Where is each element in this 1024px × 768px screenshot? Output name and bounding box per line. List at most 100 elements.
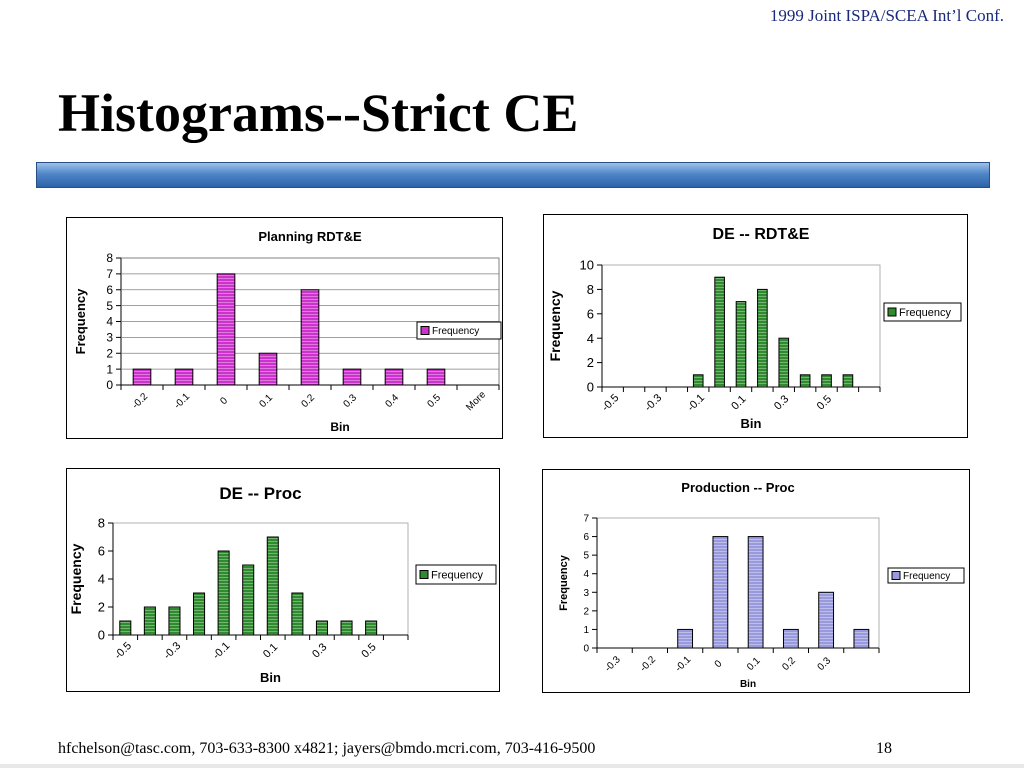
x-tick-label: -0.1 bbox=[172, 391, 192, 411]
legend-swatch bbox=[419, 570, 429, 579]
x-tick-label: 0.1 bbox=[745, 655, 763, 673]
bar bbox=[782, 628, 799, 649]
y-tick-label: 0 bbox=[587, 380, 594, 395]
bar bbox=[315, 620, 328, 636]
slide-title: Histograms--Strict CE bbox=[58, 83, 579, 143]
bar bbox=[426, 368, 446, 386]
bar bbox=[714, 276, 725, 388]
footer-contact: hfchelson@tasc.com, 703-633-8300 x4821; … bbox=[58, 740, 596, 757]
y-tick-label: 4 bbox=[98, 572, 105, 587]
bar bbox=[174, 368, 194, 386]
y-tick-label: 6 bbox=[587, 306, 594, 321]
bar bbox=[340, 620, 353, 636]
y-axis-label: Frequency bbox=[68, 543, 84, 614]
bar bbox=[853, 628, 870, 649]
bar bbox=[132, 368, 152, 386]
x-axis-label: Bin bbox=[260, 670, 281, 685]
title-divider-bar bbox=[36, 162, 990, 188]
y-axis-label: Frequency bbox=[547, 290, 563, 361]
legend-swatch bbox=[887, 307, 897, 317]
x-axis-label: Bin bbox=[740, 679, 756, 690]
y-tick-label: 1 bbox=[583, 625, 589, 636]
x-tick-label: -0.5 bbox=[112, 640, 134, 662]
bar bbox=[266, 536, 279, 636]
y-tick-label: 2 bbox=[106, 346, 113, 360]
bottom-rule bbox=[0, 764, 1024, 768]
y-tick-label: 10 bbox=[580, 258, 594, 273]
x-tick-label: -0.1 bbox=[673, 654, 693, 674]
y-tick-label: 3 bbox=[583, 588, 589, 599]
bar bbox=[242, 564, 255, 636]
bar bbox=[300, 289, 320, 386]
bar bbox=[143, 606, 156, 636]
bar bbox=[193, 592, 206, 636]
bar bbox=[842, 374, 854, 388]
y-tick-label: 0 bbox=[106, 378, 113, 392]
x-tick-label: 0.5 bbox=[815, 393, 834, 412]
y-tick-label: 5 bbox=[106, 299, 113, 313]
x-tick-label: 0.3 bbox=[310, 641, 329, 660]
x-tick-label: -0.1 bbox=[685, 392, 707, 414]
y-tick-label: 8 bbox=[106, 251, 113, 265]
chart-title: DE -- Proc bbox=[219, 484, 301, 503]
y-tick-label: 7 bbox=[106, 267, 113, 281]
bar bbox=[258, 352, 278, 386]
bar bbox=[365, 620, 378, 636]
bar bbox=[747, 536, 764, 649]
chart-title: Planning RDT&E bbox=[258, 229, 362, 244]
bar bbox=[217, 550, 230, 636]
x-tick-label: -0.3 bbox=[603, 654, 623, 674]
y-tick-label: 2 bbox=[98, 600, 105, 615]
conference-label: 1999 Joint ISPA/SCEA Int’l Conf. bbox=[769, 6, 1004, 25]
bar bbox=[119, 620, 132, 636]
x-tick-label: 0.1 bbox=[257, 392, 275, 410]
legend-label: Frequency bbox=[899, 307, 951, 319]
bar bbox=[735, 301, 747, 388]
bar bbox=[216, 273, 236, 386]
bar bbox=[799, 374, 811, 388]
chart-svg: Production -- Proc 0 1 2 3 4 5 6 7 -0.3 -0.2 -0.1 0 0… bbox=[558, 480, 965, 690]
plot-frame bbox=[112, 522, 409, 636]
y-tick-label: 4 bbox=[587, 331, 594, 346]
chart-planning-rdte: Planning RDT&E 0 1 2 3 4 5 6 7 8 -0.2 -0.1 0 0.1 0.2 0.… bbox=[66, 217, 503, 439]
legend-box bbox=[416, 321, 502, 340]
x-tick-label: -0.2 bbox=[130, 391, 150, 411]
x-tick-label: 0.1 bbox=[261, 641, 280, 660]
legend-label: Frequency bbox=[432, 326, 479, 337]
chart-de-rdte: DE -- RDT&E 0 2 4 6 8 10 -0.5 -0.3 -0.1 0.1 0.3 0.5 F… bbox=[543, 214, 968, 438]
y-tick-label: 2 bbox=[583, 606, 589, 617]
y-tick-label: 0 bbox=[98, 628, 105, 643]
x-tick-label: 0.3 bbox=[816, 655, 834, 673]
legend-box bbox=[887, 567, 965, 584]
x-tick-label: 0.1 bbox=[729, 393, 748, 412]
legend-box bbox=[883, 302, 962, 322]
x-tick-label: More bbox=[464, 389, 488, 413]
legend-label: Frequency bbox=[903, 571, 950, 582]
x-axis-label: Bin bbox=[330, 420, 349, 434]
y-tick-label: 4 bbox=[106, 315, 113, 329]
chart-production-proc: Production -- Proc 0 1 2 3 4 5 6 7 -0.3 -0.2 -0.1 0 0… bbox=[542, 469, 970, 693]
x-tick-label: -0.3 bbox=[161, 640, 183, 662]
bar bbox=[818, 591, 835, 649]
x-tick-label: 0 bbox=[713, 658, 725, 670]
x-tick-label: -0.5 bbox=[600, 392, 622, 414]
bar bbox=[342, 368, 362, 386]
y-tick-label: 1 bbox=[106, 362, 113, 376]
plot-frame bbox=[596, 517, 880, 649]
y-tick-label: 6 bbox=[98, 544, 105, 559]
x-tick-label: 0 bbox=[218, 395, 230, 407]
bar bbox=[757, 288, 768, 388]
y-axis-label: Frequency bbox=[558, 554, 570, 611]
bar bbox=[712, 536, 729, 649]
x-tick-label: 0.2 bbox=[780, 655, 798, 673]
chart-svg: DE -- RDT&E 0 2 4 6 8 10 -0.5 -0.3 -0.1 0.1 0.3 0.5 F… bbox=[547, 226, 962, 431]
bar bbox=[677, 628, 694, 649]
legend-label: Frequency bbox=[431, 569, 483, 581]
x-tick-label: 0.5 bbox=[425, 392, 443, 410]
x-tick-label: 0.3 bbox=[772, 393, 791, 412]
bar bbox=[384, 368, 404, 386]
x-tick-label: 0.3 bbox=[341, 392, 359, 410]
bar bbox=[778, 337, 790, 388]
bar bbox=[291, 592, 304, 636]
legend-swatch bbox=[891, 571, 901, 580]
